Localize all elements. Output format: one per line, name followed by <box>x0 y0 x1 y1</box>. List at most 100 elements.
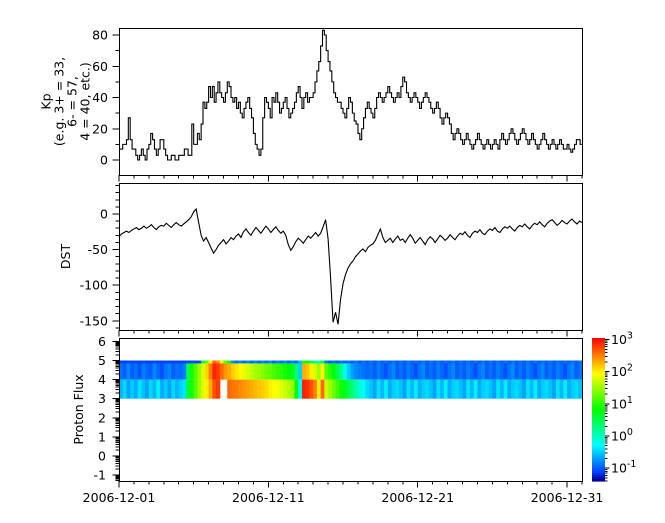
heatmap-cell <box>451 360 456 380</box>
heatmap-cell <box>540 360 546 380</box>
y-axis-tick-label: 4 <box>98 372 106 387</box>
heatmap-cell <box>466 379 471 399</box>
heatmap-cell <box>201 360 206 380</box>
heatmap-cell <box>238 360 243 364</box>
heatmap-cell <box>260 379 266 399</box>
colorbar-label: 101 <box>611 395 633 412</box>
colorbar-gradient-segment <box>592 413 605 417</box>
heatmap-cell <box>294 360 299 364</box>
y-axis-tick-label: 60 <box>92 59 108 74</box>
heatmap-cell <box>469 379 475 399</box>
heatmap-cell <box>421 360 426 380</box>
heatmap-cell <box>365 360 370 364</box>
colorbar-gradient-segment <box>592 351 605 355</box>
heatmap-cell <box>555 360 561 380</box>
colorbar-gradient-segment <box>592 357 605 361</box>
svg-text:DST: DST <box>58 244 73 270</box>
heatmap-cell <box>574 360 579 380</box>
svg-text:4 = 40, etc.): 4 = 40, etc.) <box>78 62 93 141</box>
heatmap-cell <box>137 360 142 364</box>
colorbar-gradient-segment <box>592 455 605 458</box>
heatmap-cell <box>160 379 165 399</box>
heatmap-cell <box>272 379 277 399</box>
x-axis-ticks <box>118 175 583 488</box>
heatmap-cell <box>372 360 378 380</box>
heatmap-cell <box>372 379 378 399</box>
heatmap-cell <box>290 360 296 380</box>
heatmap-cell <box>436 360 441 380</box>
colorbar-gradient-segment <box>592 443 605 446</box>
heatmap-cell <box>260 360 266 364</box>
y-axis-tick-label: 20 <box>92 121 108 136</box>
colorbar-gradient-segment <box>592 359 605 363</box>
heatmap-cell <box>391 379 396 399</box>
heatmap-cell <box>447 360 452 380</box>
colorbar-gradient-segment <box>592 403 605 407</box>
heatmap-cell <box>242 360 247 364</box>
heatmap-cell <box>335 360 340 380</box>
heatmap-cell <box>175 360 180 364</box>
colorbar-gradient-segment <box>592 409 605 413</box>
heatmap-cell <box>440 360 445 364</box>
colorbar-gradient-segment <box>592 365 605 369</box>
y-axis-tick-label: 0 <box>100 207 108 222</box>
heatmap-cell <box>443 379 449 399</box>
heatmap-cell <box>160 360 165 380</box>
heatmap-cell <box>578 379 583 399</box>
heatmap-cell <box>141 379 146 399</box>
heatmap-cell <box>511 360 516 380</box>
heatmap-cell <box>525 360 531 380</box>
heatmap-cell <box>552 379 557 399</box>
heatmap-cell <box>320 379 325 399</box>
x-axis-tick-label: 2006-12-21 <box>381 490 454 505</box>
heatmap-cell <box>204 379 210 399</box>
heatmap-cell <box>126 360 131 364</box>
heatmap-cell <box>496 379 501 399</box>
colorbar-gradient-segment <box>592 463 605 466</box>
heatmap-cell <box>346 360 352 380</box>
heatmap-cell <box>227 360 232 364</box>
heatmap-cell <box>574 379 579 399</box>
svg-text:6- = 57,: 6- = 57, <box>65 76 80 127</box>
heatmap-cell <box>477 360 482 380</box>
heatmap-cell <box>484 360 490 380</box>
heatmap-cell <box>160 360 165 364</box>
heatmap-cell <box>462 379 467 399</box>
heatmap-cell <box>522 360 527 380</box>
heatmap-cell <box>443 360 449 380</box>
kp-panel-border <box>119 28 583 176</box>
colorbar-gradient-segment <box>592 477 605 480</box>
heatmap-cell <box>156 379 161 399</box>
heatmap-cell <box>410 360 415 380</box>
colorbar-gradient-segment <box>592 471 605 474</box>
colorbar-gradient-segment <box>592 425 605 428</box>
heatmap-cell <box>387 379 393 399</box>
heatmap-cell <box>361 360 366 364</box>
heatmap-cell <box>331 360 337 364</box>
colorbar-gradient-segment <box>592 411 605 415</box>
heatmap-cell <box>402 360 408 380</box>
y-axis-tick-label: -100 <box>80 278 108 293</box>
heatmap-cell <box>316 379 322 399</box>
heatmap-cell <box>529 360 535 364</box>
heatmap-cell <box>346 379 352 399</box>
colorbar-gradient-segment <box>592 399 605 403</box>
heatmap-cell <box>245 360 251 364</box>
heatmap-cell <box>518 360 523 364</box>
heatmap-cell <box>163 360 169 364</box>
heatmap-cell <box>234 379 240 399</box>
heatmap-cell <box>137 379 142 399</box>
colorbar-gradient-segment <box>592 377 605 381</box>
heatmap-cell <box>175 379 180 399</box>
heatmap-cell <box>141 360 146 364</box>
heatmap-cell <box>361 360 366 380</box>
heatmap-cell <box>563 379 568 399</box>
heatmap-cell <box>525 379 531 399</box>
heatmap-cell <box>219 360 225 364</box>
heatmap-cell <box>122 360 128 364</box>
heatmap-cell <box>469 360 475 364</box>
heatmap-cell <box>186 360 191 380</box>
heatmap-cell <box>328 379 333 399</box>
heatmap-cell <box>548 360 553 364</box>
heatmap-cell <box>432 360 437 380</box>
